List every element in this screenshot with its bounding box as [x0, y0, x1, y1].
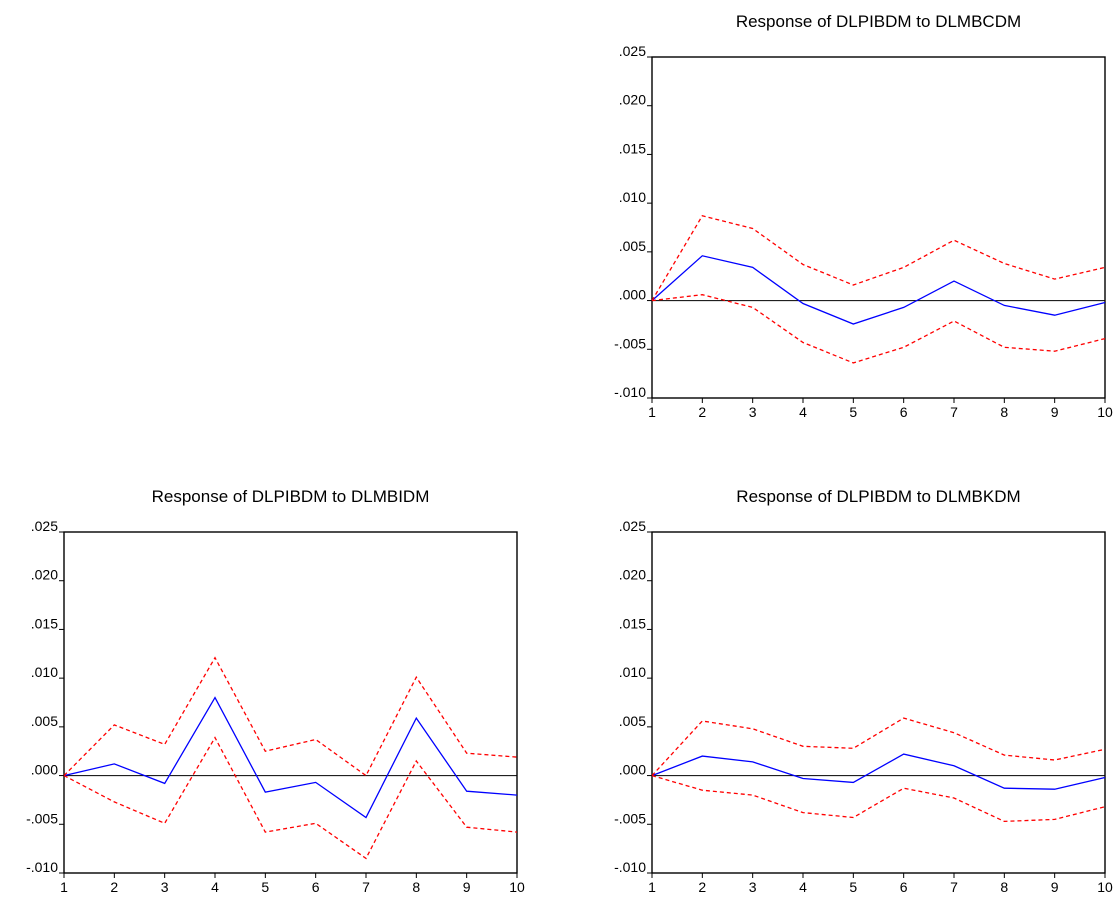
y-tick-label: .015 — [31, 615, 58, 631]
y-tick-label: .025 — [31, 518, 58, 534]
y-tick-label: .010 — [619, 664, 646, 680]
x-tick-label: 3 — [749, 879, 757, 895]
chart-title: Response of DLPIBDM to DLMBKDM — [736, 487, 1020, 506]
y-tick-label: .020 — [619, 567, 646, 583]
plot-frame — [651, 56, 1106, 399]
x-tick-label: 7 — [950, 879, 958, 895]
y-tick-label: .000 — [619, 287, 646, 303]
lower-band-line — [63, 736, 518, 860]
chart-panel-2: Response of DLPIBDM to DLMBIDM .025 .020 .0… — [26, 487, 525, 895]
y-tick-label: .025 — [619, 518, 646, 534]
x-tick-label: 10 — [1097, 879, 1113, 895]
plot-frame — [63, 531, 518, 874]
chart-title: Response of DLPIBDM to DLMBCDM — [736, 12, 1021, 31]
y-tick-label: .005 — [31, 713, 58, 729]
x-tick-label: 4 — [799, 404, 807, 420]
x-tick-label: 9 — [1051, 879, 1059, 895]
x-tick-label: 10 — [1097, 404, 1113, 420]
x-tick-label: 2 — [698, 404, 706, 420]
x-tick-label: 5 — [849, 404, 857, 420]
response-line — [63, 696, 518, 819]
response-line — [651, 753, 1106, 790]
y-tick-label: -.005 — [26, 810, 58, 826]
lower-band-line — [651, 294, 1106, 364]
x-tick-label: 8 — [1000, 404, 1008, 420]
y-tick-label: -.005 — [614, 335, 646, 351]
x-tick-label: 9 — [463, 879, 471, 895]
y-tick-label: .010 — [31, 664, 58, 680]
y-tick-label: .020 — [619, 92, 646, 108]
x-tick-label: 5 — [261, 879, 269, 895]
upper-band-line — [651, 717, 1106, 777]
x-tick-label: 6 — [312, 879, 320, 895]
x-tick-label: 10 — [509, 879, 525, 895]
y-tick-label: .025 — [619, 43, 646, 59]
x-tick-label: 8 — [1000, 879, 1008, 895]
x-tick-label: 7 — [950, 404, 958, 420]
x-tick-label: 1 — [648, 879, 656, 895]
y-tick-label: .015 — [619, 615, 646, 631]
x-tick-label: 6 — [900, 404, 908, 420]
y-tick-label: -.010 — [614, 859, 646, 875]
y-tick-label: .020 — [31, 567, 58, 583]
x-tick-label: 6 — [900, 879, 908, 895]
x-tick-label: 1 — [60, 879, 68, 895]
y-tick-label: .010 — [619, 189, 646, 205]
chart-panel-1: Response of DLPIBDM to DLMBCDM .025 .020 .0… — [614, 12, 1113, 420]
response-line — [651, 255, 1106, 325]
upper-band-line — [651, 215, 1106, 301]
y-tick-label: -.005 — [614, 810, 646, 826]
plot-frame — [651, 531, 1106, 874]
x-tick-label: 4 — [211, 879, 219, 895]
x-tick-label: 2 — [698, 879, 706, 895]
lower-band-line — [651, 774, 1106, 823]
x-tick-label: 2 — [110, 879, 118, 895]
x-tick-label: 4 — [799, 879, 807, 895]
x-tick-label: 5 — [849, 879, 857, 895]
chart-title: Response of DLPIBDM to DLMBIDM — [152, 487, 430, 506]
y-tick-label: -.010 — [614, 384, 646, 400]
x-tick-label: 9 — [1051, 404, 1059, 420]
y-tick-label: .005 — [619, 238, 646, 254]
chart-panel-3: Response of DLPIBDM to DLMBKDM .025 .020 .0… — [614, 487, 1113, 895]
y-tick-label: .005 — [619, 713, 646, 729]
y-tick-label: -.010 — [26, 859, 58, 875]
y-tick-label: .015 — [619, 140, 646, 156]
x-tick-label: 8 — [412, 879, 420, 895]
x-tick-label: 3 — [749, 404, 757, 420]
y-tick-label: .000 — [31, 762, 58, 778]
upper-band-line — [63, 656, 518, 777]
x-tick-label: 7 — [362, 879, 370, 895]
y-tick-label: .000 — [619, 762, 646, 778]
x-tick-label: 3 — [161, 879, 169, 895]
x-tick-label: 1 — [648, 404, 656, 420]
